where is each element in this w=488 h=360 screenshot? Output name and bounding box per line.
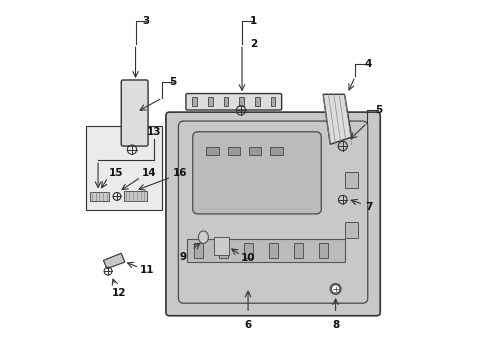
Text: 16: 16 (173, 168, 187, 178)
Text: 3: 3 (142, 16, 150, 26)
Text: 9: 9 (179, 252, 186, 262)
Bar (345, 222, 357, 238)
Text: 10: 10 (240, 253, 255, 263)
Bar (193, 243, 202, 257)
Bar (205, 148, 218, 156)
Bar (255, 97, 259, 106)
Bar (85, 126, 162, 210)
Bar (218, 243, 227, 257)
Text: 5: 5 (169, 77, 176, 87)
Bar (268, 243, 277, 257)
FancyBboxPatch shape (185, 94, 281, 110)
Circle shape (332, 286, 338, 292)
Bar (223, 97, 228, 106)
Text: 15: 15 (108, 168, 123, 178)
Text: 2: 2 (249, 39, 257, 49)
Bar (243, 243, 252, 257)
Text: 11: 11 (140, 265, 154, 275)
Polygon shape (103, 253, 124, 269)
Circle shape (329, 284, 340, 294)
Ellipse shape (198, 231, 208, 243)
Bar (187, 239, 344, 262)
Text: 14: 14 (142, 168, 156, 178)
Text: 6: 6 (244, 320, 251, 330)
FancyBboxPatch shape (192, 132, 321, 214)
Text: 13: 13 (147, 127, 162, 137)
Bar (207, 97, 212, 106)
Text: 1: 1 (249, 16, 257, 26)
Bar (227, 148, 240, 156)
FancyBboxPatch shape (178, 121, 367, 303)
FancyBboxPatch shape (165, 112, 380, 316)
Bar (293, 243, 302, 257)
Text: 7: 7 (365, 202, 372, 212)
Bar (248, 148, 261, 156)
Bar (213, 237, 228, 255)
Text: 8: 8 (331, 320, 339, 330)
Bar (239, 97, 244, 106)
Text: 12: 12 (111, 288, 126, 298)
Text: 5: 5 (374, 105, 381, 115)
Bar (345, 172, 357, 188)
Bar (192, 97, 196, 106)
Bar (123, 192, 147, 202)
Bar (270, 148, 283, 156)
Bar (90, 192, 108, 201)
FancyBboxPatch shape (121, 80, 148, 146)
Bar (318, 243, 327, 257)
Text: 4: 4 (363, 59, 371, 69)
Polygon shape (323, 94, 351, 144)
Bar (270, 97, 275, 106)
